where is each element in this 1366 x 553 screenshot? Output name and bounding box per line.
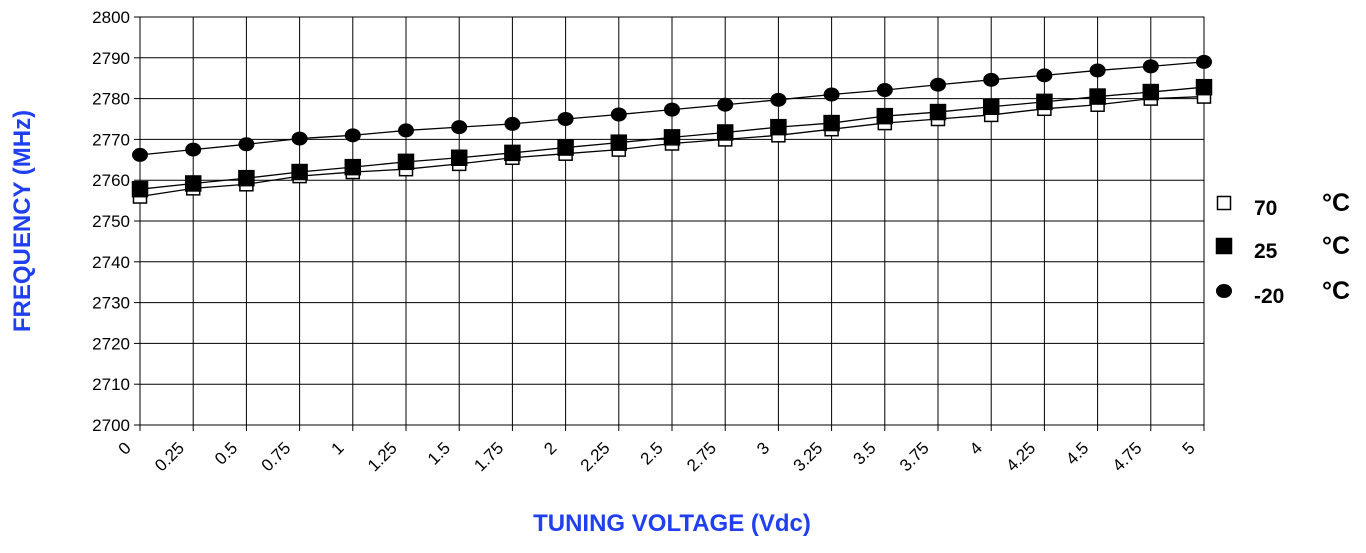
data-point: [1089, 63, 1106, 78]
y-tick-label: 2740: [92, 253, 130, 272]
series-layer: [131, 54, 1213, 204]
plot-frame: [139, 16, 1205, 426]
x-tick-label: 4.75: [1109, 438, 1146, 475]
data-point: [876, 107, 894, 125]
x-tick-label: 3.25: [790, 438, 827, 475]
legend-unit: °C: [1322, 232, 1350, 260]
y-tick-label: 2710: [92, 375, 130, 394]
x-tick-label: 3: [753, 438, 773, 458]
data-point: [398, 123, 414, 138]
legend: 70 °C 25 °C -20 °C: [1215, 189, 1350, 308]
x-tick-label: 4.5: [1062, 438, 1092, 468]
legend-unit: °C: [1322, 277, 1350, 305]
data-point: [557, 112, 574, 126]
data-point: [131, 180, 149, 198]
legend-label: 25: [1254, 240, 1278, 263]
x-tick-label: 4.25: [1002, 438, 1039, 475]
x-tick-label: 2: [540, 438, 560, 458]
legend-label: 70: [1254, 197, 1277, 220]
x-tick-label: 2.5: [637, 438, 667, 468]
x-tick-label: 2.75: [683, 438, 720, 475]
series-25: [131, 78, 1213, 198]
legend-label: -20: [1254, 285, 1284, 308]
data-point: [1036, 68, 1053, 83]
y-tick-label: 2800: [92, 8, 130, 27]
data-point: [876, 83, 893, 98]
data-point: [132, 147, 148, 162]
data-point: [504, 116, 521, 131]
data-point: [291, 131, 308, 146]
data-point: [1142, 59, 1159, 74]
y-tick-label: 2730: [92, 294, 130, 313]
x-tick-labels: 0 0.25 0.5 0.75 1 1.25 1.5 1.75 2 2.25 2.5 2.75 3 3.2…: [115, 438, 1199, 475]
x-tick-label: 4: [966, 438, 986, 458]
data-point: [929, 103, 947, 121]
data-point: [238, 169, 255, 187]
legend-unit: °C: [1322, 189, 1350, 217]
y-axis-title: FREQUENCY (MHz): [9, 110, 36, 332]
data-point: [823, 114, 840, 132]
y-tick-labels: 2700 2710 2720 2730 2740 2750 2760 2770 2780 2790…: [92, 8, 130, 435]
data-point: [663, 129, 681, 146]
data-point: [717, 97, 734, 112]
data-point: [770, 118, 787, 136]
data-point: [451, 120, 468, 135]
x-tick-label: 0.25: [151, 438, 188, 475]
x-axis-title: TUNING VOLTAGE (Vdc): [533, 510, 811, 537]
y-tick-label: 2760: [92, 171, 130, 190]
data-point: [238, 137, 255, 152]
x-tick-label: 0: [115, 438, 135, 458]
data-point: [983, 72, 1000, 87]
data-point: [450, 149, 468, 167]
data-point: [185, 142, 202, 157]
legend-marker: [1216, 284, 1232, 298]
x-tick-label: 0.75: [258, 438, 295, 475]
data-point: [184, 175, 202, 192]
y-tick-label: 2750: [92, 212, 130, 231]
x-tick-label: 1.5: [424, 438, 454, 468]
x-tick-label: 3.5: [849, 438, 879, 468]
x-tick-label: 0.5: [211, 438, 241, 468]
data-point: [610, 134, 628, 151]
series--20: [132, 54, 1212, 162]
x-tick-label: 1: [327, 438, 347, 458]
data-point: [344, 128, 361, 143]
x-tick-label: 5: [1179, 438, 1199, 458]
data-point: [770, 92, 787, 107]
x-tick-label: 3.75: [896, 438, 933, 475]
data-point: [664, 102, 680, 117]
data-point: [504, 144, 521, 162]
data-point: [1036, 93, 1053, 111]
x-tick-label: 1.75: [470, 438, 507, 475]
data-point: [610, 107, 627, 122]
data-point: [1089, 88, 1106, 105]
y-tick-label: 2790: [92, 49, 130, 68]
x-tick-label: 2.25: [577, 438, 614, 475]
data-point: [1142, 83, 1160, 101]
x-tick-label: 1.25: [364, 438, 401, 475]
legend-marker: [1215, 237, 1233, 255]
data-point: [344, 158, 362, 176]
data-point: [397, 153, 415, 171]
y-tick-label: 2780: [92, 90, 130, 109]
legend-marker: [1216, 195, 1232, 211]
data-point: [1196, 54, 1212, 69]
y-tick-label: 2720: [92, 334, 130, 353]
data-point: [557, 139, 574, 156]
data-point: [716, 124, 734, 141]
data-point: [291, 163, 308, 181]
y-tick-label: 2700: [92, 416, 130, 435]
data-point: [1195, 78, 1213, 96]
data-point: [982, 98, 1000, 116]
data-point: [930, 77, 946, 92]
y-tick-label: 2770: [92, 130, 130, 149]
data-point: [823, 87, 840, 102]
